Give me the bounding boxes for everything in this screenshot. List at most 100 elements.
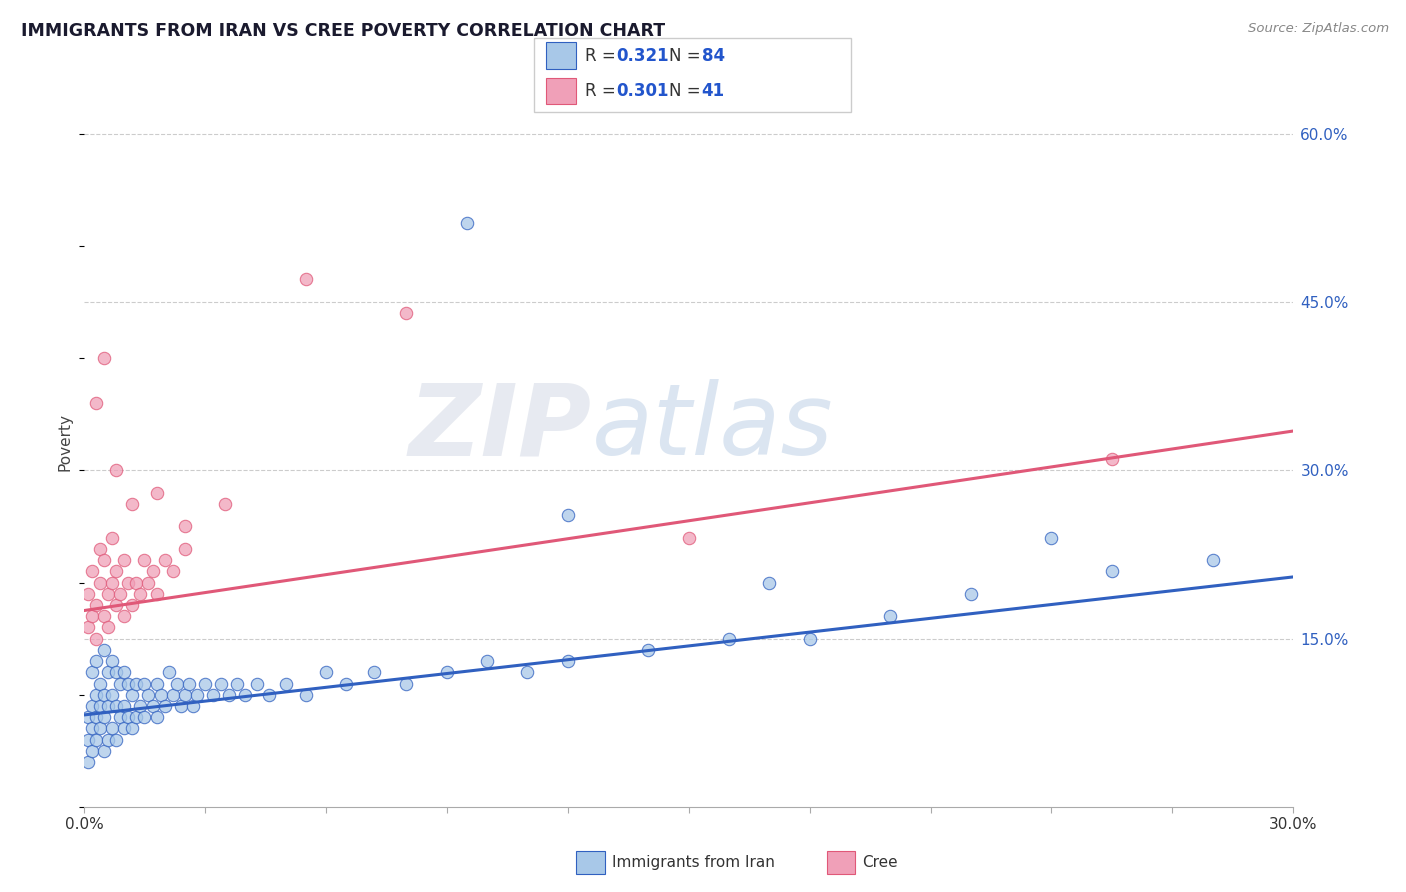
Point [149,688,172,702]
Point [89,722,111,736]
Point [105,564,128,578]
Point [121,497,143,511]
Point [294,688,316,702]
Point [363,665,385,680]
Point [157,665,180,680]
Text: ZIP: ZIP [409,379,592,476]
Point [84,396,107,410]
Y-axis label: Poverty: Poverty [58,413,72,471]
Point [84,632,107,646]
Point [93,710,115,724]
Point [89,698,111,713]
Point [121,722,143,736]
Point [112,665,135,680]
Point [960,587,983,601]
Point [758,575,780,590]
Text: R =: R = [585,47,619,65]
Point [97,732,120,747]
Point [678,531,700,545]
Point [129,698,152,713]
Point [1202,553,1225,567]
Point [274,676,297,690]
Point [315,665,337,680]
Point [125,575,148,590]
Point [134,710,156,724]
Point [84,732,107,747]
Point [181,698,204,713]
Text: 0.301: 0.301 [616,82,668,100]
Point [138,688,160,702]
Text: IMMIGRANTS FROM IRAN VS CREE POVERTY CORRELATION CHART: IMMIGRANTS FROM IRAN VS CREE POVERTY COR… [21,22,665,40]
Point [799,632,821,646]
Point [717,632,740,646]
Point [89,541,111,556]
Point [218,688,240,702]
Text: 84: 84 [702,47,724,65]
Point [145,710,167,724]
Point [879,609,901,624]
Point [153,553,176,567]
Point [77,732,100,747]
Point [121,688,143,702]
Point [93,643,115,657]
Point [456,216,478,230]
Point [77,587,100,601]
Point [112,722,135,736]
Point [101,722,124,736]
Point [80,744,103,758]
Point [84,598,107,612]
Point [112,609,135,624]
Text: N =: N = [669,82,700,100]
Point [112,553,135,567]
Point [125,676,148,690]
Text: Source: ZipAtlas.com: Source: ZipAtlas.com [1249,22,1389,36]
Text: R =: R = [585,82,619,100]
Point [105,463,128,477]
Point [153,698,176,713]
Point [80,609,103,624]
Point [138,575,160,590]
Point [84,654,107,668]
Point [93,553,115,567]
Point [145,485,167,500]
Point [77,710,100,724]
Point [475,654,498,668]
Point [110,587,132,601]
Point [80,665,103,680]
Point [97,587,120,601]
Point [186,688,208,702]
Point [162,688,184,702]
Point [335,676,357,690]
Point [1040,531,1063,545]
Point [173,688,195,702]
Text: 41: 41 [702,82,724,100]
Point [134,676,156,690]
Point [105,732,128,747]
Point [166,676,188,690]
Point [233,688,256,702]
Point [436,665,458,680]
Point [141,564,163,578]
Point [117,575,139,590]
Point [145,676,167,690]
Point [516,665,538,680]
Point [145,587,167,601]
Point [110,710,132,724]
Point [84,688,107,702]
Point [637,643,659,657]
Point [177,676,200,690]
Point [395,306,418,320]
Point [125,710,148,724]
Point [121,598,143,612]
Text: 0.321: 0.321 [616,47,668,65]
Point [201,688,224,702]
Point [173,541,195,556]
Point [77,755,100,769]
Point [80,698,103,713]
Point [101,688,124,702]
Point [89,676,111,690]
Point [1101,452,1123,467]
Point [117,710,139,724]
Point [395,676,418,690]
Point [84,710,107,724]
